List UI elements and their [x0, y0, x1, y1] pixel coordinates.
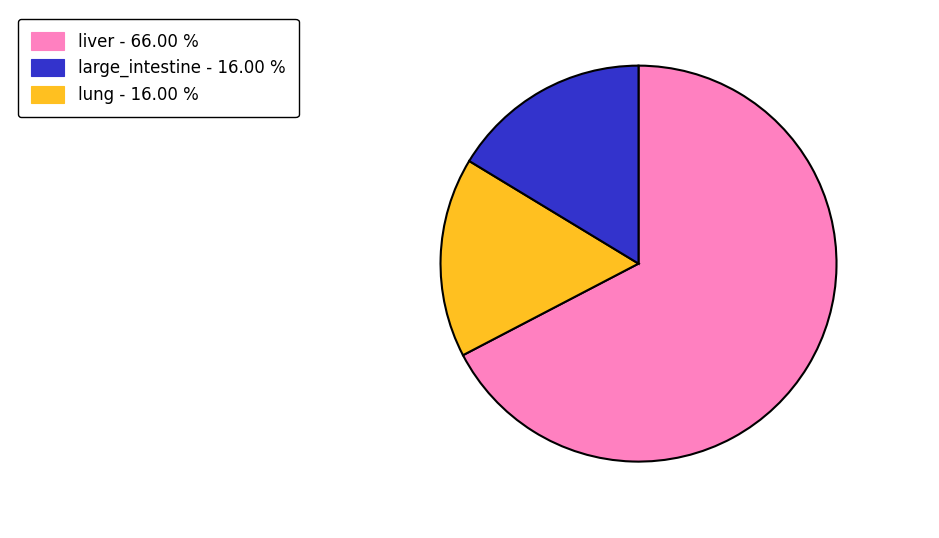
Wedge shape — [470, 66, 639, 264]
Wedge shape — [463, 66, 837, 462]
Legend: liver - 66.00 %, large_intestine - 16.00 %, lung - 16.00 %: liver - 66.00 %, large_intestine - 16.00… — [18, 19, 299, 117]
Wedge shape — [440, 161, 639, 355]
